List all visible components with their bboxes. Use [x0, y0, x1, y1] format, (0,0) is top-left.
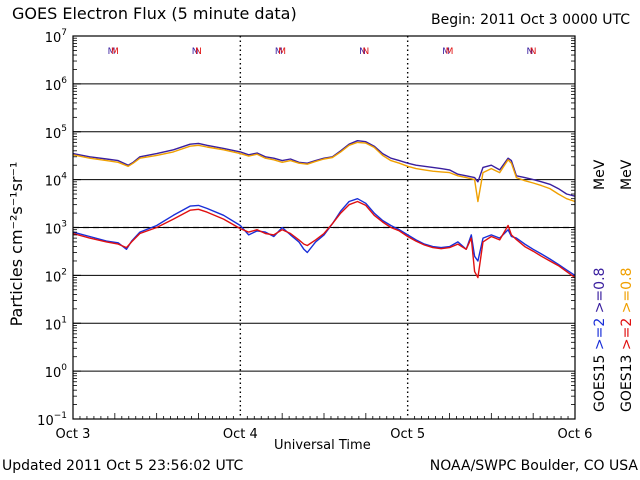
mlt-markers: M N M N M NM N M N M N [108, 47, 537, 57]
mlt-marker: M [108, 47, 116, 57]
mlt-marker: N [192, 47, 199, 57]
series-line-2 [72, 197, 576, 276]
series-line-1 [72, 141, 576, 203]
mlt-marker: M [275, 47, 283, 57]
x-tick-label: Oct 3 [56, 427, 91, 442]
chart-series [72, 139, 576, 279]
series-line-0 [72, 139, 576, 197]
mlt-marker: N [530, 47, 537, 57]
mlt-marker: N [526, 47, 533, 57]
begin-time-label: Begin: 2011 Oct 3 0000 UTC [431, 12, 630, 28]
y-tick-label: 105 [45, 124, 67, 142]
mlt-marker: M [442, 47, 450, 57]
chart-grid [73, 36, 575, 419]
x-tick-label: Oct 5 [390, 427, 425, 442]
series-line-3 [72, 200, 576, 279]
mlt-marker: M [446, 47, 454, 57]
y-tick-label: 102 [45, 267, 67, 285]
mlt-marker: N [195, 47, 202, 57]
y-tick-label: 100 [45, 363, 68, 381]
legend-goes15: GOES15 >=2 >=0.8 [592, 268, 608, 412]
mlt-marker: M [111, 47, 119, 57]
mlt-marker: N [359, 47, 366, 57]
y-axis-ticks: 107 106 105 104 103 102 101 100 10−1 [37, 28, 575, 429]
x-tick-label: Oct 4 [223, 427, 258, 442]
x-axis-ticks: Oct 3 Oct 4 Oct 5 Oct 6 [56, 413, 593, 442]
legend-goes13: GOES13 >=2 >=0.8 [619, 268, 635, 412]
y-tick-label: 101 [45, 315, 67, 333]
y-axis-label: Particles cm⁻²s⁻¹sr⁻¹ [7, 162, 26, 327]
chart-title: GOES Electron Flux (5 minute data) [12, 4, 297, 23]
y-tick-label: 106 [45, 76, 68, 94]
credit-label: NOAA/SWPC Boulder, CO USA [429, 458, 638, 474]
updated-timestamp: Updated 2011 Oct 5 23:56:02 UTC [2, 458, 244, 474]
x-axis-label: Universal Time [274, 438, 371, 453]
y-tick-label: 103 [45, 220, 67, 238]
x-tick-label: Oct 6 [558, 427, 593, 442]
mlt-marker: M [278, 47, 286, 57]
y-tick-label: 10−1 [37, 411, 67, 429]
mlt-marker: N [362, 47, 369, 57]
legend: GOES15 >=2 >=0.8 GOES13 >=2 >=0.8 MeV MeV [592, 159, 635, 412]
legend-unit: MeV [619, 159, 635, 190]
y-tick-label: 107 [45, 28, 67, 46]
y-tick-label: 104 [45, 172, 68, 190]
legend-unit: MeV [592, 159, 608, 190]
